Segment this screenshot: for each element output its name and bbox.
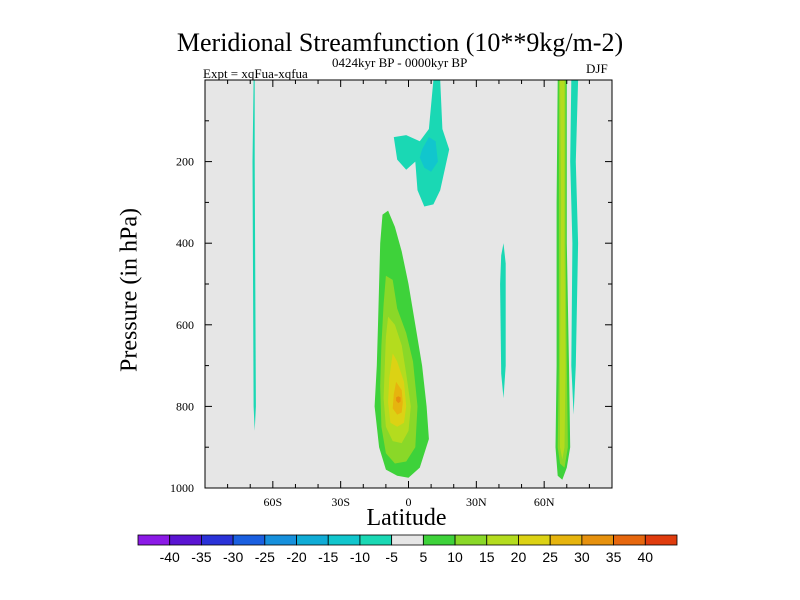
contour-region-2	[419, 137, 438, 172]
colorbar-label: 5	[419, 549, 427, 565]
y-tick-label: 400	[176, 236, 194, 250]
chart-title: Meridional Streamfunction (10**9kg/m-2)	[176, 28, 624, 57]
contour-regions	[252, 80, 579, 480]
colorbar-label: -10	[350, 549, 370, 565]
season-label: DJF	[586, 61, 608, 76]
colorbar-label: 20	[511, 549, 527, 565]
contour-region-0	[252, 80, 256, 431]
colorbar-label: -30	[223, 549, 243, 565]
colorbar-box-1	[169, 534, 202, 546]
colorbar: -40 -35 -30 -25 -20 -15 -10 -5 5 10 15 20 25 30 35 40	[137, 534, 678, 565]
colorbar-box-6	[327, 534, 361, 546]
colorbar-label: 10	[447, 549, 463, 565]
colorbar-box-3	[232, 534, 266, 546]
colorbar-box-2	[201, 534, 234, 546]
colorbar-label: 30	[574, 549, 590, 565]
contour-region-13	[560, 80, 566, 460]
colorbar-box-9	[422, 534, 456, 546]
colorbar-box-4	[264, 534, 297, 546]
contour-region-1	[393, 80, 450, 207]
colorbar-label: -35	[191, 549, 211, 565]
colorbar-box-0	[137, 534, 171, 546]
contour-region-4	[570, 80, 579, 415]
colorbar-box-10	[454, 534, 488, 546]
colorbar-label: -40	[160, 549, 180, 565]
x-tick-label: 30S	[331, 495, 350, 509]
y-tick-label: 800	[176, 399, 194, 413]
colorbar-box-14	[581, 534, 614, 546]
colorbar-label: 40	[638, 549, 654, 565]
colorbar-label: -15	[318, 549, 338, 565]
x-tick-label: 60N	[534, 495, 555, 509]
colorbar-box-12	[518, 534, 551, 546]
x-tick-label: 60S	[263, 495, 282, 509]
colorbar-label: -25	[255, 549, 275, 565]
colorbar-label: -5	[385, 549, 398, 565]
experiment-label: Expt = xqFua-xqfua	[203, 66, 308, 81]
x-axis-label: Latitude	[366, 505, 447, 531]
colorbar-label: 35	[606, 549, 622, 565]
colorbar-box-16	[644, 534, 678, 546]
contour-region-3	[500, 243, 506, 399]
colorbar-box-13	[549, 534, 583, 546]
x-tick-label: 30N	[466, 495, 487, 509]
colorbar-box-8	[391, 534, 424, 546]
x-tick-label: 0	[406, 495, 412, 509]
colorbar-label: -20	[286, 549, 306, 565]
y-tick-label: 1000	[170, 481, 194, 495]
colorbar-box-5	[296, 534, 329, 546]
y-tick-label: 200	[176, 155, 194, 169]
colorbar-box-7	[359, 534, 393, 546]
time-range-label: 0424kyr BP - 0000kyr BP	[332, 55, 468, 70]
colorbar-label: 25	[542, 549, 558, 565]
axis-ticks: 60S 30S 0 30N 60N 200 400 600 800 1000	[170, 80, 612, 509]
colorbar-box-11	[486, 534, 519, 546]
contour-region-10	[396, 396, 401, 404]
colorbar-box-15	[613, 534, 646, 546]
y-tick-label: 600	[176, 318, 194, 332]
colorbar-label: 15	[479, 549, 495, 565]
